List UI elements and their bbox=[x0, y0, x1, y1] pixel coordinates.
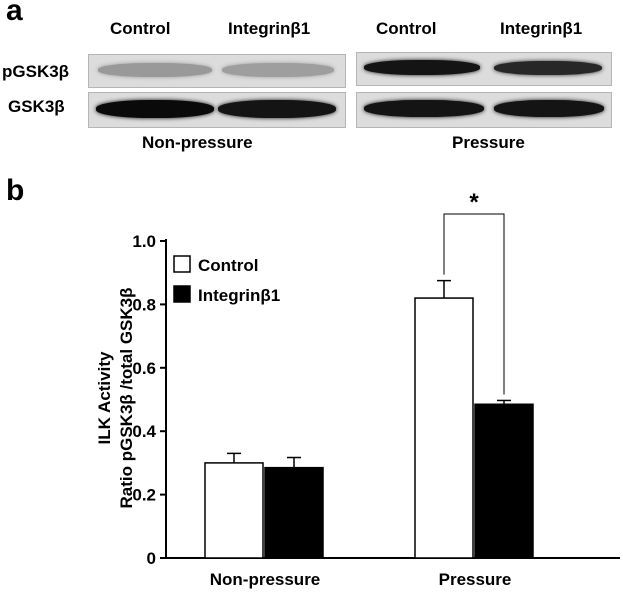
lane-label-control-pressure: Control bbox=[376, 19, 437, 38]
legend-label-0: Control bbox=[198, 256, 258, 275]
bar-1-1 bbox=[474, 403, 534, 559]
y-axis-title-line-2: Ratio pGSK3β /total GSK3β bbox=[117, 288, 136, 509]
y-tick-label: 0.4 bbox=[132, 422, 156, 441]
band-pgsk3b-integrin-pressure bbox=[494, 61, 602, 75]
band-pgsk3b-control-pressure bbox=[364, 60, 480, 75]
y-axis-title: ILK Activity Ratio pGSK3β /total GSK3β bbox=[95, 288, 136, 509]
bar-1-0 bbox=[414, 297, 474, 559]
y-tick-label: 0.6 bbox=[132, 359, 156, 378]
legend-swatch-1 bbox=[173, 285, 191, 303]
y-axis-title-line-1: ILK Activity bbox=[95, 351, 114, 444]
band-gsk3b-control-nonpressure bbox=[96, 100, 214, 118]
significance-marker: * bbox=[469, 189, 479, 216]
blot-row-label-gsk3b: GSK3β bbox=[8, 97, 65, 116]
bar-0-0 bbox=[204, 462, 264, 559]
band-gsk3b-integrin-pressure bbox=[494, 100, 604, 117]
bar-0-1 bbox=[264, 466, 324, 559]
significance-bracket bbox=[443, 213, 505, 395]
x-category-label: Non-pressure bbox=[210, 570, 321, 589]
blot-row-label-pgsk3b: pGSK3β bbox=[2, 62, 70, 81]
band-gsk3b-integrin-nonpressure bbox=[218, 100, 336, 118]
band-pgsk3b-integrin-nonpressure bbox=[222, 63, 334, 77]
panel-a-letter: a bbox=[6, 0, 23, 27]
lane-label-integrin-pressure: Integrinβ1 bbox=[500, 19, 583, 38]
y-tick-label: 0 bbox=[147, 549, 156, 568]
blot-group-label-pressure: Pressure bbox=[452, 133, 525, 152]
y-tick-label: 0.8 bbox=[132, 295, 156, 314]
y-tick-label: 1.0 bbox=[132, 232, 156, 251]
legend-swatch-0 bbox=[173, 255, 191, 273]
blot-group-label-nonpressure: Non-pressure bbox=[142, 133, 253, 152]
x-category-label: Pressure bbox=[439, 570, 512, 589]
band-pgsk3b-control-nonpressure bbox=[98, 63, 212, 77]
y-tick-label: 0.2 bbox=[132, 486, 156, 505]
lane-label-control-nonpressure: Control bbox=[110, 19, 171, 38]
panel-b-letter: b bbox=[6, 174, 25, 207]
band-gsk3b-control-pressure bbox=[364, 100, 484, 117]
legend-label-1: Integrinβ1 bbox=[198, 286, 280, 305]
lane-label-integrin-nonpressure: Integrinβ1 bbox=[228, 19, 311, 38]
